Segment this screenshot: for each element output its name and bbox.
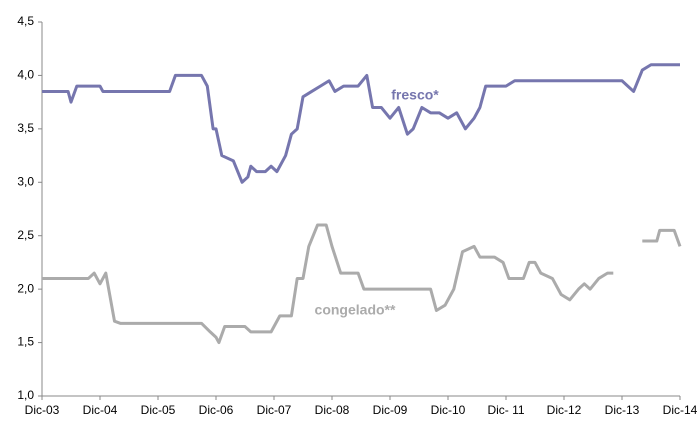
series-line [42,63,680,184]
x-tick-label: Dic-04 [83,403,118,417]
y-tick-label: 3,5 [17,121,34,135]
y-tick-label: 2,5 [17,228,34,242]
x-tick-label: Dic-07 [257,403,292,417]
x-tick-label: Dic-13 [605,403,640,417]
series-label: congelado** [315,302,396,318]
x-tick-label: Dic-05 [141,403,176,417]
y-tick-label: 4,5 [17,14,34,28]
y-tick-label: 3,0 [17,174,34,188]
y-tick-label: 2,0 [17,281,34,295]
y-tick-label: 1,0 [17,388,34,402]
x-tick-label: Dic-12 [547,403,582,417]
x-tick-label: Dic-08 [315,403,350,417]
series-line [42,223,682,345]
x-tick-label: Dic-09 [373,403,408,417]
x-tick-label: Dic-10 [431,403,466,417]
x-tick-label: Dic-03 [25,403,60,417]
x-tick-label: Dic- 11 [487,403,524,417]
x-tick-label: Dic-14 [663,403,697,417]
y-tick-label: 1,5 [17,335,34,349]
y-tick-label: 4,0 [17,68,34,82]
x-tick-label: Dic-06 [199,403,234,417]
series-label: fresco* [391,87,439,103]
